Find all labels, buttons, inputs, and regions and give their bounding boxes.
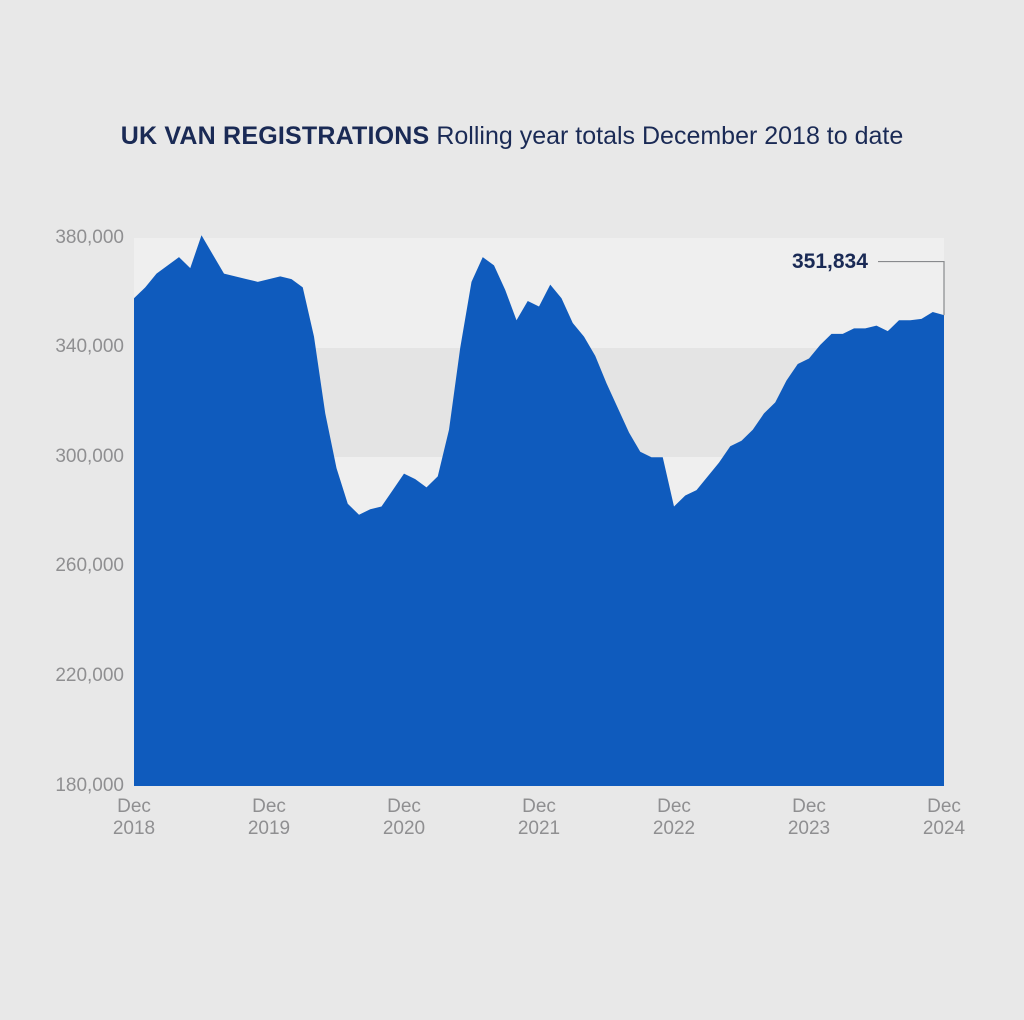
chart-canvas: UK VAN REGISTRATIONS Rolling year totals…	[0, 0, 1024, 1020]
callout-leader	[0, 0, 1024, 1020]
